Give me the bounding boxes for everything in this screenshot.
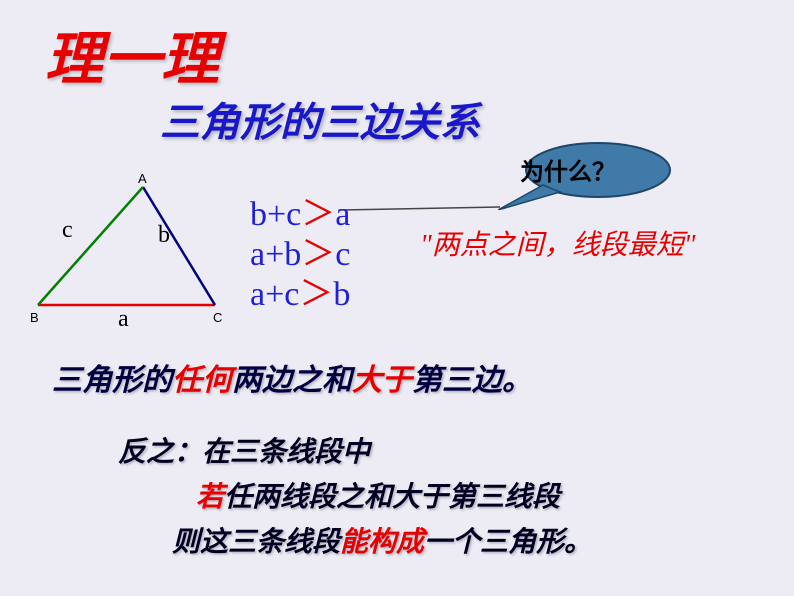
side-b: b: [158, 222, 170, 249]
rule-2-line1: 反之：在三条线段中: [118, 430, 370, 470]
inequalities: b+c＞a a+b＞c a+c＞b: [250, 195, 350, 315]
ineq-1: b+c＞a: [250, 195, 350, 235]
rule-2-line3: 则这三条线段能构成一个三角形。: [172, 520, 592, 560]
subtitle: 三角形的三边关系: [160, 90, 480, 148]
ineq-3: a+c＞b: [250, 275, 350, 315]
vertex-C: C: [213, 310, 222, 325]
ineq-2: a+b＞c: [250, 235, 350, 275]
vertex-A: A: [138, 171, 147, 186]
quote: "两点之间，线段最短": [420, 223, 696, 263]
side-a: a: [118, 306, 129, 333]
rule-2-line2: 若任两线段之和大于第三线段: [196, 475, 560, 515]
vertex-B: B: [30, 310, 39, 325]
rule-1: 三角形的任何两边之和大于第三边。: [52, 355, 532, 399]
triangle-diagram: A B C a b c: [30, 175, 240, 330]
side-c: c: [62, 217, 73, 244]
connector-line: [340, 205, 510, 215]
bubble-text: 为什么？: [520, 152, 616, 187]
main-title: 理一理: [45, 12, 219, 96]
